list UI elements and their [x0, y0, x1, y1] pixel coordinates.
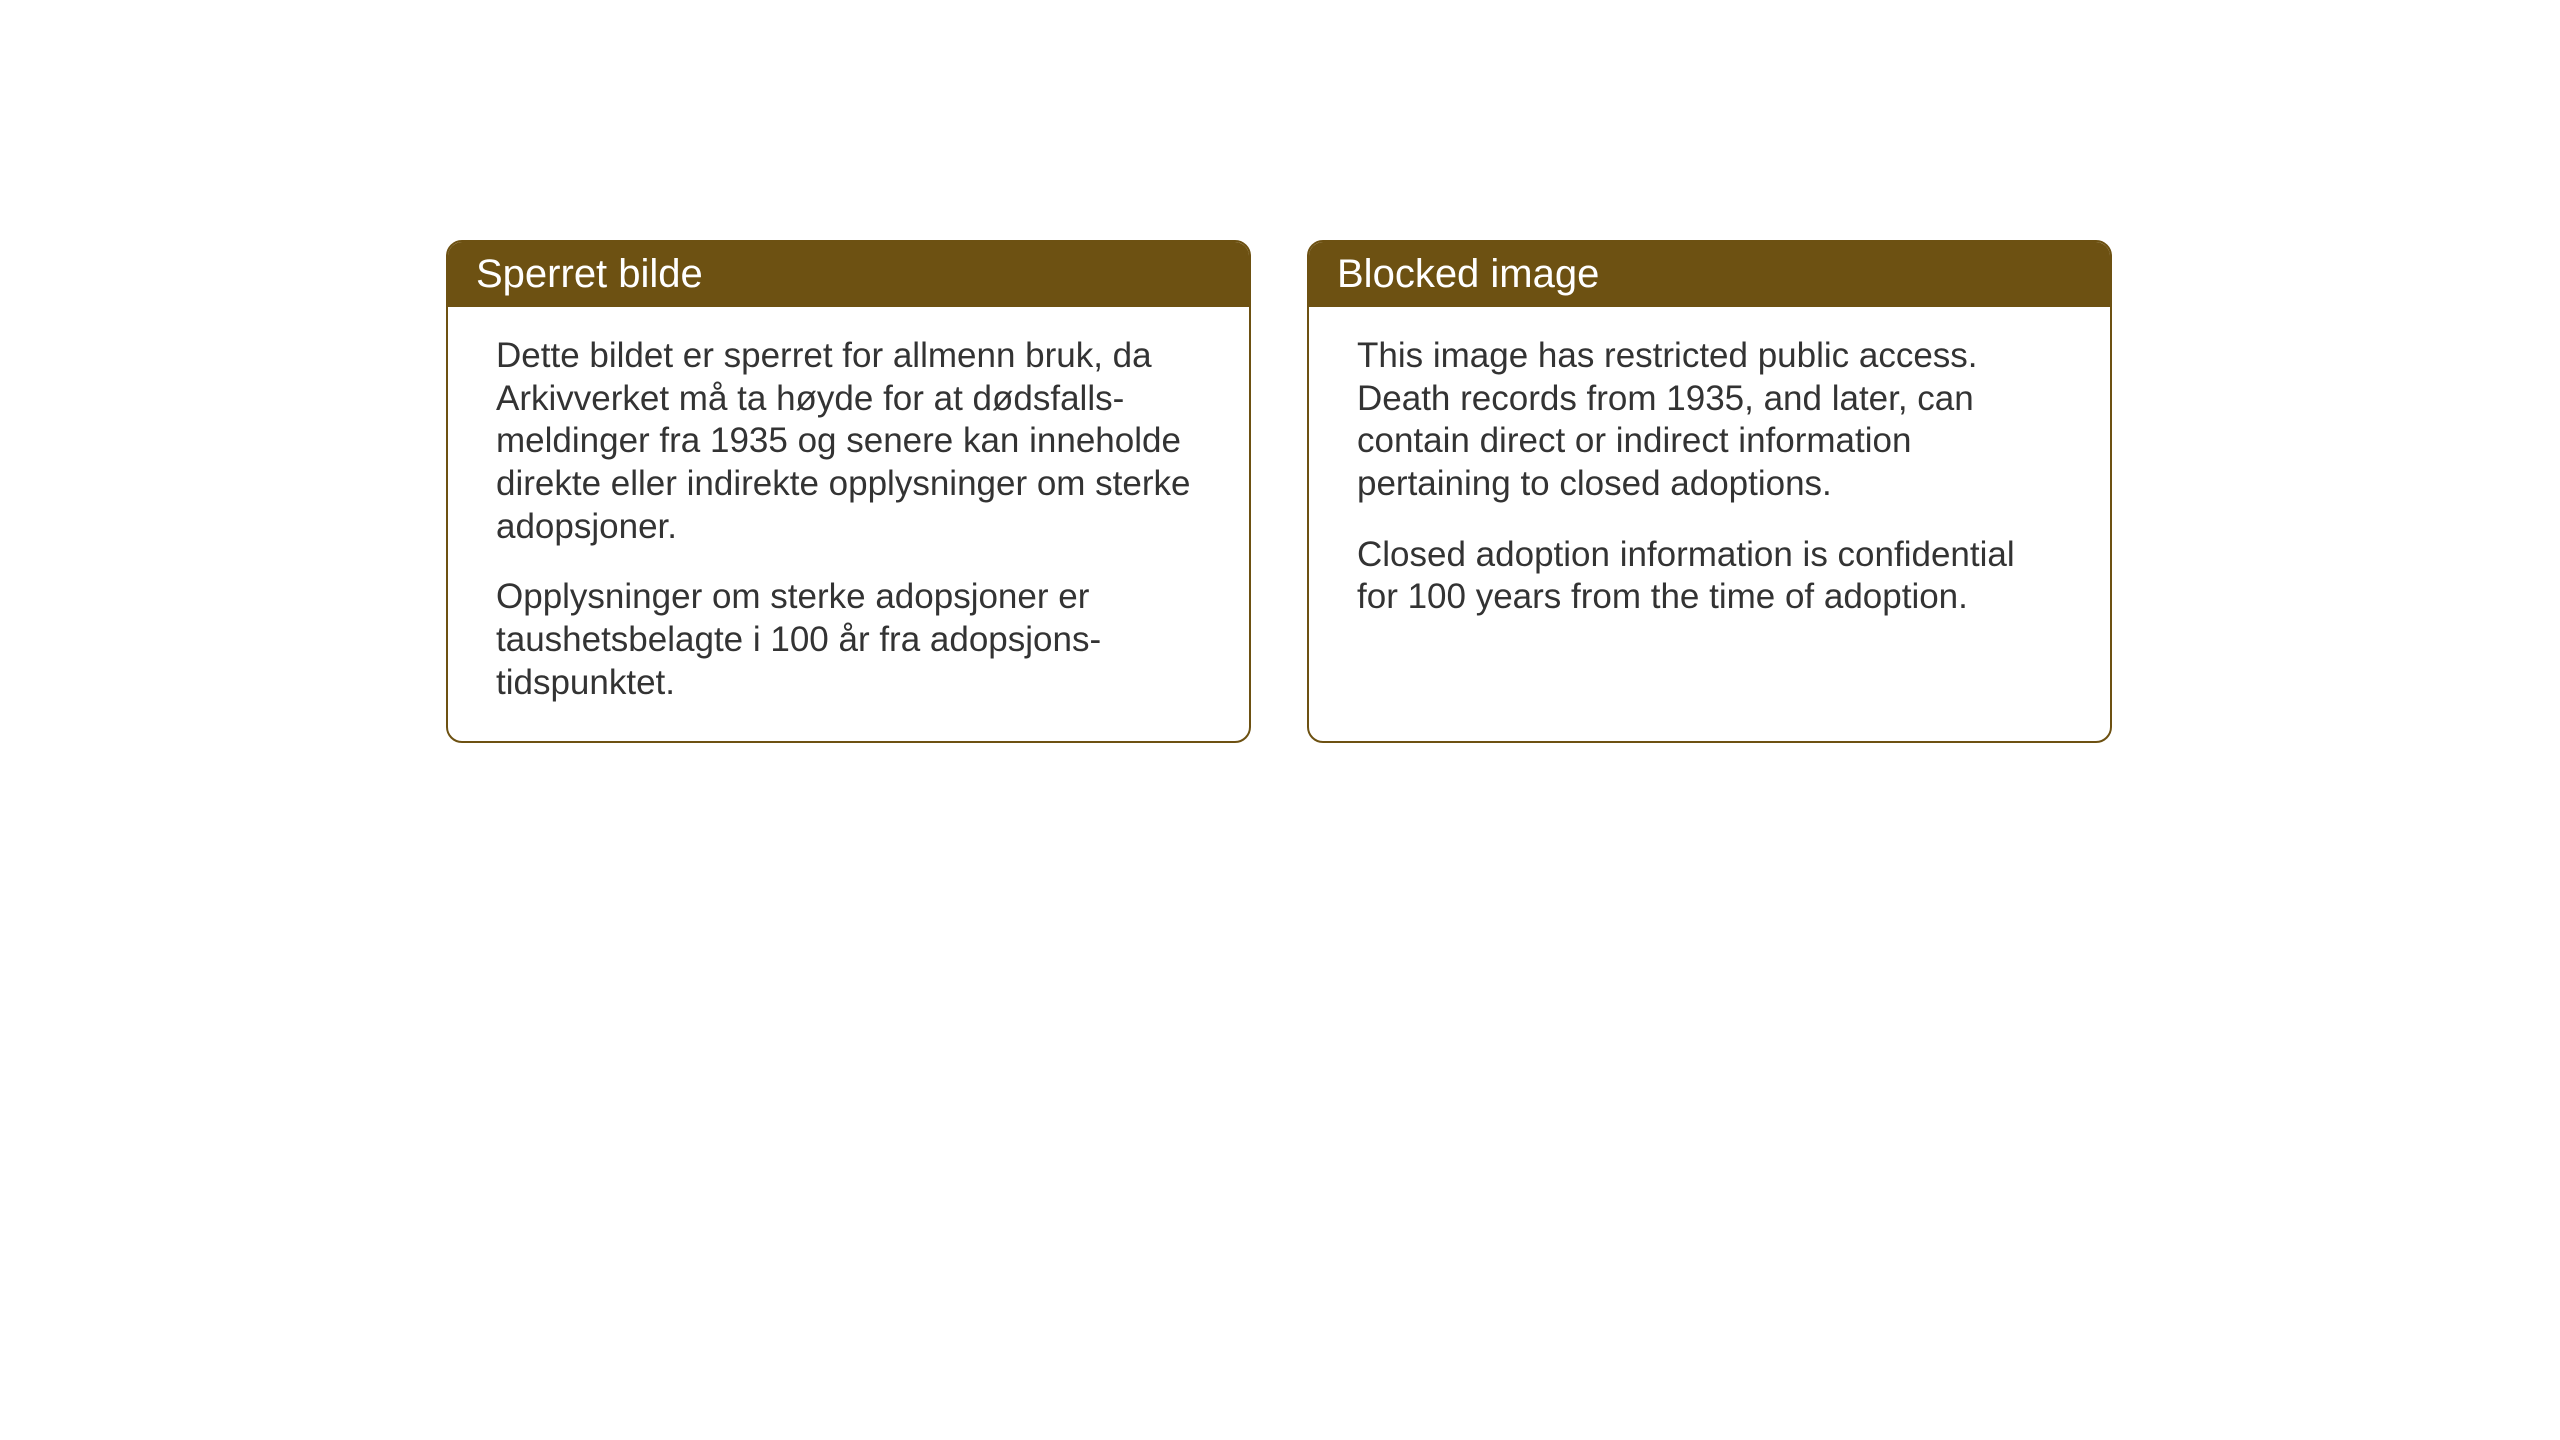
- norwegian-paragraph-1: Dette bildet er sperret for allmenn bruk…: [496, 335, 1201, 548]
- english-card-body: This image has restricted public access.…: [1309, 307, 2110, 655]
- english-card-title: Blocked image: [1309, 242, 2110, 307]
- norwegian-card-title: Sperret bilde: [448, 242, 1249, 307]
- norwegian-notice-card: Sperret bilde Dette bildet er sperret fo…: [446, 240, 1251, 743]
- english-paragraph-1: This image has restricted public access.…: [1357, 335, 2062, 506]
- norwegian-card-body: Dette bildet er sperret for allmenn bruk…: [448, 307, 1249, 741]
- english-notice-card: Blocked image This image has restricted …: [1307, 240, 2112, 743]
- notice-container: Sperret bilde Dette bildet er sperret fo…: [446, 240, 2112, 743]
- english-paragraph-2: Closed adoption information is confident…: [1357, 534, 2062, 619]
- norwegian-paragraph-2: Opplysninger om sterke adopsjoner er tau…: [496, 576, 1201, 704]
